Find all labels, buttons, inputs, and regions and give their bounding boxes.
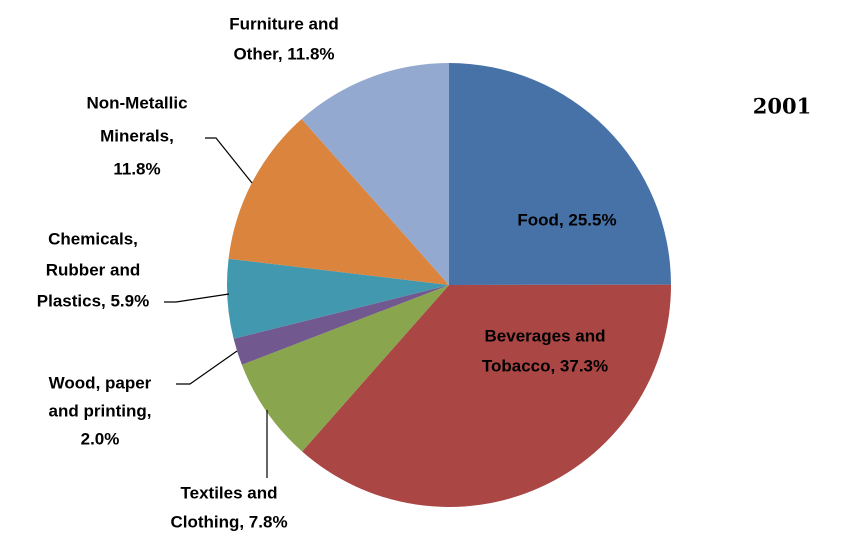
data-label: Minerals,	[100, 126, 174, 145]
data-label: Wood, paper	[49, 373, 152, 392]
data-label: Tobacco, 37.3%	[482, 356, 608, 375]
pie-slice	[449, 63, 671, 285]
data-label: Food, 25.5%	[517, 210, 616, 229]
data-label: Clothing, 7.8%	[170, 512, 287, 531]
pie-slice	[226, 258, 449, 339]
leader-line	[205, 137, 253, 184]
data-label: 2.0%	[81, 429, 120, 448]
pie-slice	[241, 285, 449, 452]
pie-slice	[301, 63, 449, 285]
data-label: Non-Metallic	[86, 93, 187, 112]
chart-title: 2001	[753, 94, 811, 119]
data-label: 11.8%	[113, 159, 160, 178]
data-label: Rubber and	[46, 260, 140, 279]
pie-slice	[228, 119, 449, 286]
pie-slice	[302, 284, 671, 508]
leader-line	[164, 293, 230, 303]
data-label: Other, 11.8%	[233, 44, 334, 63]
data-label: Plastics, 5.9%	[37, 291, 149, 310]
data-label: Beverages and	[485, 326, 606, 345]
data-label: Textiles and	[181, 483, 278, 502]
pie-slice	[233, 285, 449, 365]
leader-line	[176, 350, 238, 385]
data-label: and printing,	[49, 401, 152, 420]
data-label: Chemicals,	[48, 229, 138, 248]
data-label: Furniture and	[229, 14, 339, 33]
